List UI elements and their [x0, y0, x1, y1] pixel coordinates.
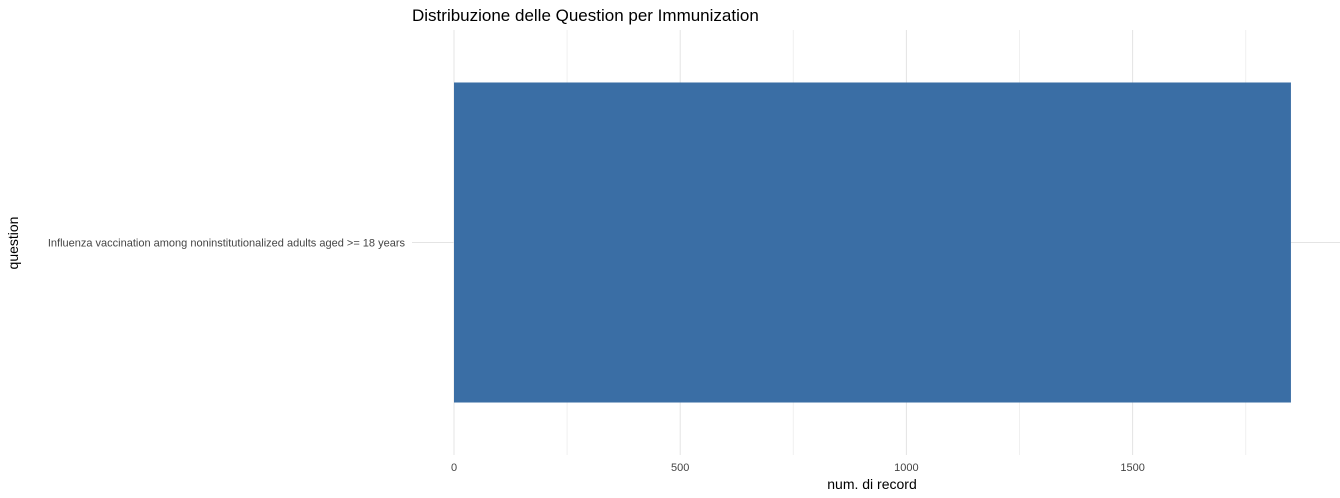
y-axis-title: question — [5, 217, 21, 270]
x-tick-label: 1500 — [1120, 462, 1144, 474]
x-axis-title: num. di record — [827, 476, 916, 492]
x-tick-label: 1000 — [894, 462, 918, 474]
x-tick-label: 500 — [671, 462, 689, 474]
x-tick-label: 0 — [451, 462, 457, 474]
y-axis-ticks: Influenza vaccination among noninstituti… — [48, 238, 406, 250]
x-axis-ticks: 0 500 1000 1500 — [451, 462, 1145, 474]
bar — [454, 82, 1291, 403]
y-tick-label: Influenza vaccination among noninstituti… — [48, 238, 406, 250]
chart-title: Distribuzione delle Question per Immuniz… — [412, 6, 759, 25]
bars — [454, 82, 1291, 403]
